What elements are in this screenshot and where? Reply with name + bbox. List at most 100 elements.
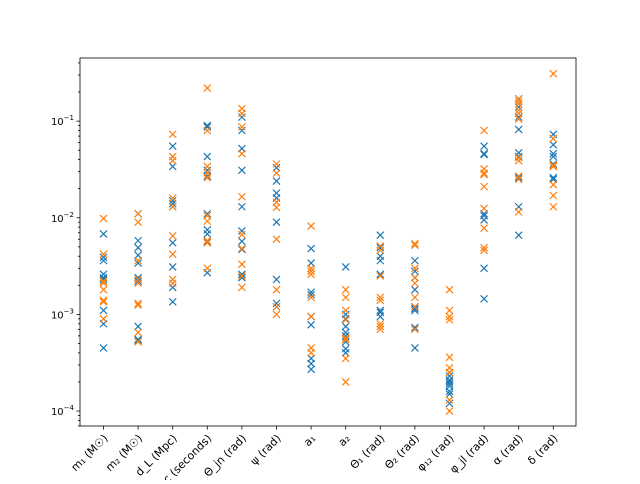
data-point-s1-c8-p2	[376, 272, 385, 280]
data-point-s0-c2-p6	[168, 262, 177, 271]
data-point-s1-c11-p8	[480, 246, 489, 255]
data-point-s1-c5-p7	[272, 310, 281, 319]
data-point-s0-c9-p8	[410, 343, 419, 352]
data-point-s1-c12-p6	[514, 153, 523, 162]
data-point-s1-c4-p1	[237, 109, 246, 118]
data-point-s0-c8-p5	[376, 306, 385, 315]
data-point-s1-c10-p3	[445, 315, 454, 324]
x-tick-label-8: Θ₁ (rad)	[348, 432, 388, 472]
data-point-s1-c7-p5	[341, 335, 350, 344]
data-point-s1-c4-p6	[237, 244, 246, 253]
data-point-s1-c6-p5	[307, 312, 316, 321]
data-point-s1-c0-p5	[99, 296, 108, 305]
data-point-s0-c3-p4	[203, 172, 212, 180]
data-point-s1-c1-p4	[134, 279, 143, 288]
data-point-s0-c3-p1	[203, 123, 212, 131]
data-point-s0-c9-p6	[410, 306, 419, 315]
data-point-s1-c4-p3	[237, 149, 246, 158]
data-point-s1-c5-p3	[272, 203, 281, 212]
data-point-s0-c12-p3	[514, 125, 523, 134]
x-tick-label-12: α (rad)	[490, 432, 526, 468]
data-point-s1-c3-p4	[203, 173, 212, 182]
data-point-s0-c2-p3	[168, 199, 177, 208]
data-point-s0-c3-p2	[203, 152, 212, 161]
data-point-s0-c1-p6	[134, 277, 143, 286]
data-point-s1-c2-p3	[168, 194, 177, 202]
data-point-s1-c8-p5	[376, 319, 385, 328]
data-point-s0-c9-p5	[410, 304, 419, 313]
data-point-s1-c5-p6	[272, 302, 281, 311]
data-point-s1-c13-p6	[549, 202, 558, 211]
data-point-s0-c7-p7	[341, 344, 350, 353]
data-point-s0-c13-p2	[549, 149, 558, 158]
x-tick-label-6: a₁	[301, 432, 318, 449]
data-point-s1-c11-p7	[480, 243, 489, 252]
data-point-s1-c12-p10	[514, 207, 523, 216]
x-tick-label-0: m₁ (M☉)	[69, 432, 111, 474]
data-point-s1-c2-p4	[168, 202, 177, 211]
data-point-s1-c10-p7	[445, 396, 454, 404]
data-point-s1-c9-p3	[410, 273, 419, 282]
data-point-s1-c7-p2	[341, 306, 350, 315]
data-point-s0-c6-p5	[307, 320, 316, 329]
data-point-s1-c5-p0	[272, 160, 281, 168]
data-point-s1-c8-p3	[376, 293, 385, 302]
data-point-s0-c2-p0	[168, 142, 177, 151]
data-point-s1-c4-p8	[237, 272, 246, 280]
data-point-s1-c6-p1	[307, 264, 316, 273]
data-point-s0-c9-p1	[410, 267, 419, 276]
y-tick-label-3: 10−1	[51, 114, 74, 128]
data-point-s0-c11-p0	[480, 142, 489, 151]
data-point-s0-c4-p3	[237, 166, 246, 175]
data-point-s1-c2-p0	[168, 130, 177, 139]
data-point-s0-c2-p5	[168, 238, 177, 247]
data-point-s1-c11-p2	[480, 169, 489, 177]
data-point-s0-c8-p4	[376, 270, 385, 279]
data-point-s1-c1-p5	[134, 299, 143, 308]
data-point-s1-c11-p5	[480, 204, 489, 213]
data-point-s1-c13-p3	[549, 162, 558, 171]
data-point-s1-c12-p5	[514, 115, 523, 124]
data-point-s1-c1-p8	[134, 337, 143, 346]
data-point-s1-c10-p2	[445, 312, 454, 321]
data-point-s0-c10-p4	[445, 380, 454, 389]
data-point-s0-c5-p1	[272, 177, 281, 185]
data-point-s1-c9-p7	[410, 325, 419, 334]
data-point-s1-c1-p7	[134, 328, 143, 337]
data-point-s1-c0-p0	[99, 214, 108, 223]
data-point-s1-c2-p7	[168, 275, 177, 284]
data-point-s1-c12-p3	[514, 106, 523, 115]
data-point-s1-c9-p5	[410, 293, 419, 302]
data-point-s0-c7-p5	[341, 331, 350, 340]
data-point-s0-c4-p9	[237, 273, 246, 282]
data-point-s1-c3-p0	[203, 84, 212, 92]
data-point-s0-c1-p1	[134, 236, 143, 245]
data-point-s1-c6-p4	[307, 293, 316, 302]
data-point-s1-c3-p7	[203, 236, 212, 245]
data-point-s0-c5-p6	[272, 299, 281, 308]
y-tick-label-0: 10−4	[51, 404, 75, 418]
data-point-s0-c11-p2	[480, 150, 489, 159]
data-point-s1-c5-p1	[272, 169, 281, 177]
data-point-s1-c12-p7	[514, 156, 523, 165]
data-point-s1-c2-p8	[168, 279, 177, 288]
data-point-s1-c9-p0	[410, 239, 419, 248]
data-point-s1-c12-p9	[514, 175, 523, 184]
data-point-s0-c0-p6	[99, 306, 108, 315]
data-point-s0-c10-p6	[445, 387, 454, 396]
data-point-s1-c8-p1	[376, 246, 385, 255]
x-tick-label-7: a₂	[336, 432, 353, 449]
data-point-s1-c4-p4	[237, 192, 246, 201]
data-point-s0-c9-p3	[410, 285, 419, 294]
data-point-s1-c6-p0	[307, 222, 316, 231]
data-point-s1-c4-p9	[237, 283, 246, 292]
data-point-s1-c7-p3	[341, 315, 350, 324]
data-point-s0-c7-p3	[341, 322, 350, 331]
data-point-s1-c2-p5	[168, 231, 177, 240]
data-point-s1-c13-p4	[549, 180, 558, 189]
data-point-s1-c3-p5	[203, 211, 212, 220]
data-point-s1-c3-p2	[203, 162, 212, 171]
data-point-s0-c0-p2	[99, 256, 108, 265]
data-point-s1-c12-p2	[514, 100, 523, 109]
